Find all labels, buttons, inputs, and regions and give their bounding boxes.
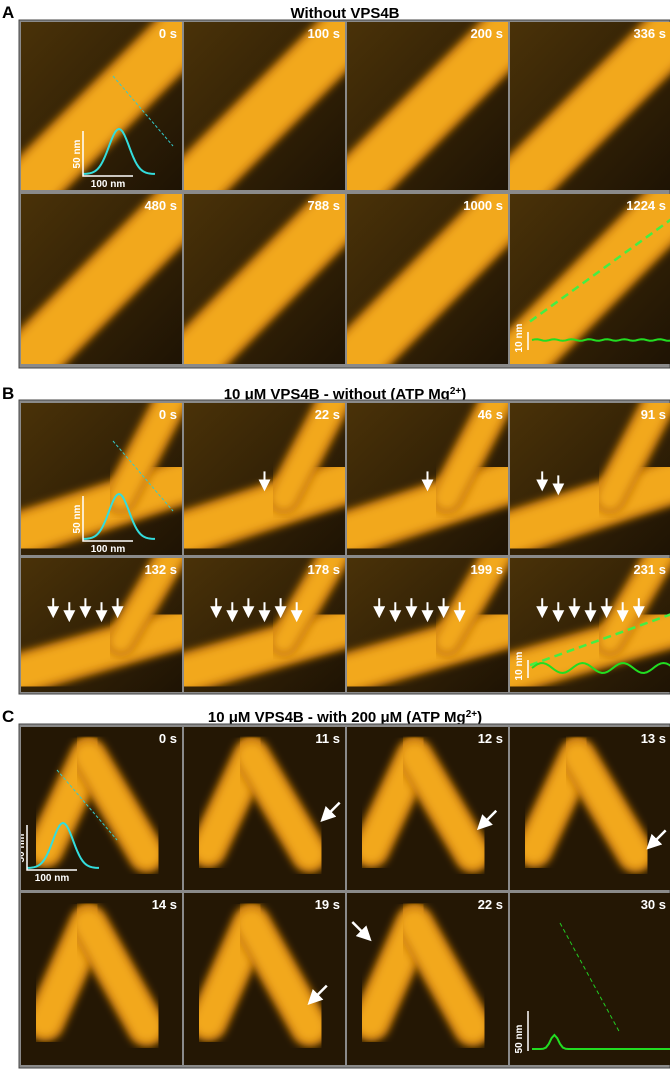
afm-frame: 199 s [339,551,516,692]
time-label: 0 s [159,407,177,422]
afm-frame: 1000 s [347,194,516,364]
scale-y-label: 50 nm [16,833,27,862]
title-text: 10 μM VPS4B - with 200 μM (ATP Mg [208,709,466,726]
time-label: 12 s [478,731,503,746]
time-label: 200 s [470,26,503,41]
afm-frame: 91 s [502,395,670,555]
time-label: 1000 s [463,198,503,213]
time-label: 30 s [641,897,666,912]
time-label: 231 s [633,562,666,577]
time-label: 0 s [159,26,177,41]
afm-frame: 22 s [176,395,353,555]
afm-frame: 46 s [339,395,516,555]
panel-letter: B [2,384,14,403]
panel-letter: A [2,3,14,22]
time-label: 788 s [307,198,340,213]
afm-frame: 14 s [21,893,182,1065]
afm-frame: 11 s [184,727,345,890]
time-label: 178 s [307,562,340,577]
scale-x-label: 100 nm [35,873,70,884]
panel-letter: C [2,707,14,726]
scale-x-label: 100 nm [91,544,126,555]
afm-frame: 100 s [184,22,353,190]
time-label: 46 s [478,407,503,422]
panel-title: Without VPS4B [290,5,399,22]
afm-frame: 336 s [510,22,670,190]
scale-x-label: 100 nm [91,179,126,190]
time-label: 22 s [478,897,503,912]
afm-frame: 132 s [13,551,190,692]
afm-frame: 1224 s 10 nm [510,194,670,364]
afm-frame: 0 s 50 nm 100 nm [13,395,190,555]
afm-frame: 12 s [347,727,508,890]
afm-frame: 480 s [21,194,190,364]
time-label: 91 s [641,407,666,422]
scale-y-label: 50 nm [72,504,83,533]
time-label: 0 s [159,731,177,746]
panel-title: 10 μM VPS4B - with 200 μM (ATP Mg2+) [208,709,482,727]
time-label: 13 s [641,731,666,746]
title-tail: ) [477,709,482,726]
figure: A Without VPS4B 0 s 50 nm 100 nm 100 s 200 s 33… [0,0,670,1070]
time-label: 14 s [152,897,177,912]
title-sup: 2+ [450,386,462,397]
time-label: 11 s [315,731,340,746]
afm-frame: 231 s 10 nm [502,551,670,692]
scale-y-label: 50 nm [72,139,83,168]
time-label: 132 s [144,562,177,577]
title-text: Without VPS4B [290,5,399,22]
afm-frame: 0 s 50 nm 100 nm [21,22,190,190]
afm-frame: 788 s [184,194,353,364]
afm-frame: 19 s [184,893,345,1065]
afm-frame: 178 s [176,551,353,692]
time-label: 22 s [315,407,340,422]
time-label: 1224 s [626,198,666,213]
title-sup: 2+ [466,709,478,720]
time-label: 480 s [144,198,177,213]
time-label: 199 s [470,562,503,577]
afm-frame: 30 s 50 nm [510,893,670,1065]
time-label: 19 s [315,897,340,912]
scale-y-label: 50 nm [514,1024,525,1053]
afm-frame: 13 s [510,727,670,890]
scale-y-label: 10 nm [514,651,525,680]
time-label: 100 s [307,26,340,41]
scale-y-label: 10 nm [514,323,525,352]
time-label: 336 s [633,26,666,41]
afm-frame: 0 s 50 nm 100 nm [16,727,182,890]
afm-frame: 22 s [347,893,508,1065]
afm-frame: 200 s [347,22,516,190]
